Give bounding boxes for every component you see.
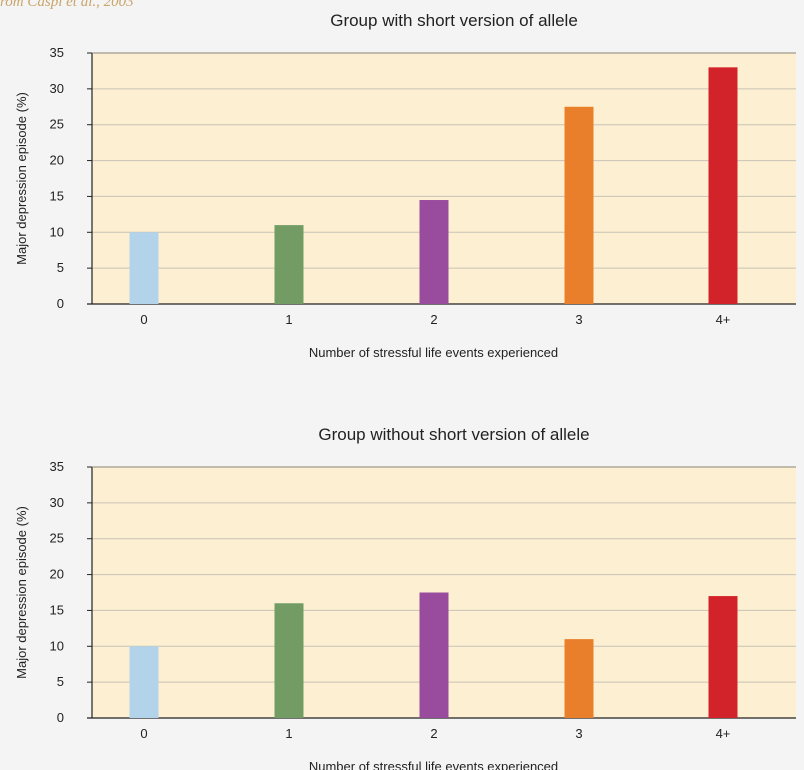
x-tick-label: 4+: [716, 726, 731, 741]
y-tick-label: 30: [50, 81, 64, 96]
x-tick-label: 2: [430, 726, 437, 741]
bar-3: [564, 106, 594, 305]
chart-short-allele: Group with short version of allele 0 5 10 15…: [14, 11, 796, 360]
chart-without-short-allele-svg: Group without short version of allele 0 5 1…: [14, 425, 796, 770]
bar-1: [274, 225, 304, 304]
y-tick-label: 5: [57, 260, 64, 275]
chart-title: Group without short version of allele: [318, 425, 589, 444]
bar-4plus: [708, 67, 738, 304]
y-tick-label: 15: [50, 602, 64, 617]
chart-without-short-allele: Group without short version of allele 0 5 1…: [0, 415, 804, 770]
y-tick-label: 5: [57, 674, 64, 689]
chart-title: Group with short version of allele: [330, 11, 578, 30]
x-tick-label: 0: [140, 726, 147, 741]
chart-short-allele-svg: Group with short version of allele051015…: [14, 11, 796, 360]
y-axis-label: Major depression episode (%): [14, 92, 29, 265]
y-tick-label: 10: [50, 224, 64, 239]
y-tick-label: 35: [50, 45, 64, 60]
y-tick-label: 0: [57, 296, 64, 311]
bar-0: [129, 232, 159, 304]
bar-1: [274, 603, 304, 718]
x-tick-label: 1: [285, 312, 292, 327]
bar-0: [129, 646, 159, 718]
bar-4plus: [708, 596, 738, 718]
y-axis-label: Major depression episode (%): [14, 506, 29, 679]
y-tick-label: 0: [57, 710, 64, 725]
y-tick-label: 35: [50, 459, 64, 474]
x-tick-label: 0: [140, 312, 147, 327]
x-axis-label: Number of stressful life events experien…: [309, 345, 558, 360]
x-tick-label: 3: [575, 726, 582, 741]
x-tick-label: 4+: [716, 312, 731, 327]
y-tick-label: 10: [50, 638, 64, 653]
y-tick-label: 30: [50, 495, 64, 510]
y-tick-label: 20: [50, 153, 64, 168]
source-note: rom Caspi et al., 2003: [0, 0, 134, 10]
bar-2: [419, 200, 449, 304]
y-tick-label: 20: [50, 567, 64, 582]
y-tick-label: 15: [50, 188, 64, 203]
y-tick-label: 25: [50, 531, 64, 546]
x-tick-label: 1: [285, 726, 292, 741]
x-axis-label: Number of stressful life events experien…: [309, 759, 558, 770]
bar-3: [564, 639, 594, 718]
bar-2: [419, 592, 449, 718]
x-tick-label: 3: [575, 312, 582, 327]
y-tick-label: 25: [50, 117, 64, 132]
x-tick-label: 2: [430, 312, 437, 327]
